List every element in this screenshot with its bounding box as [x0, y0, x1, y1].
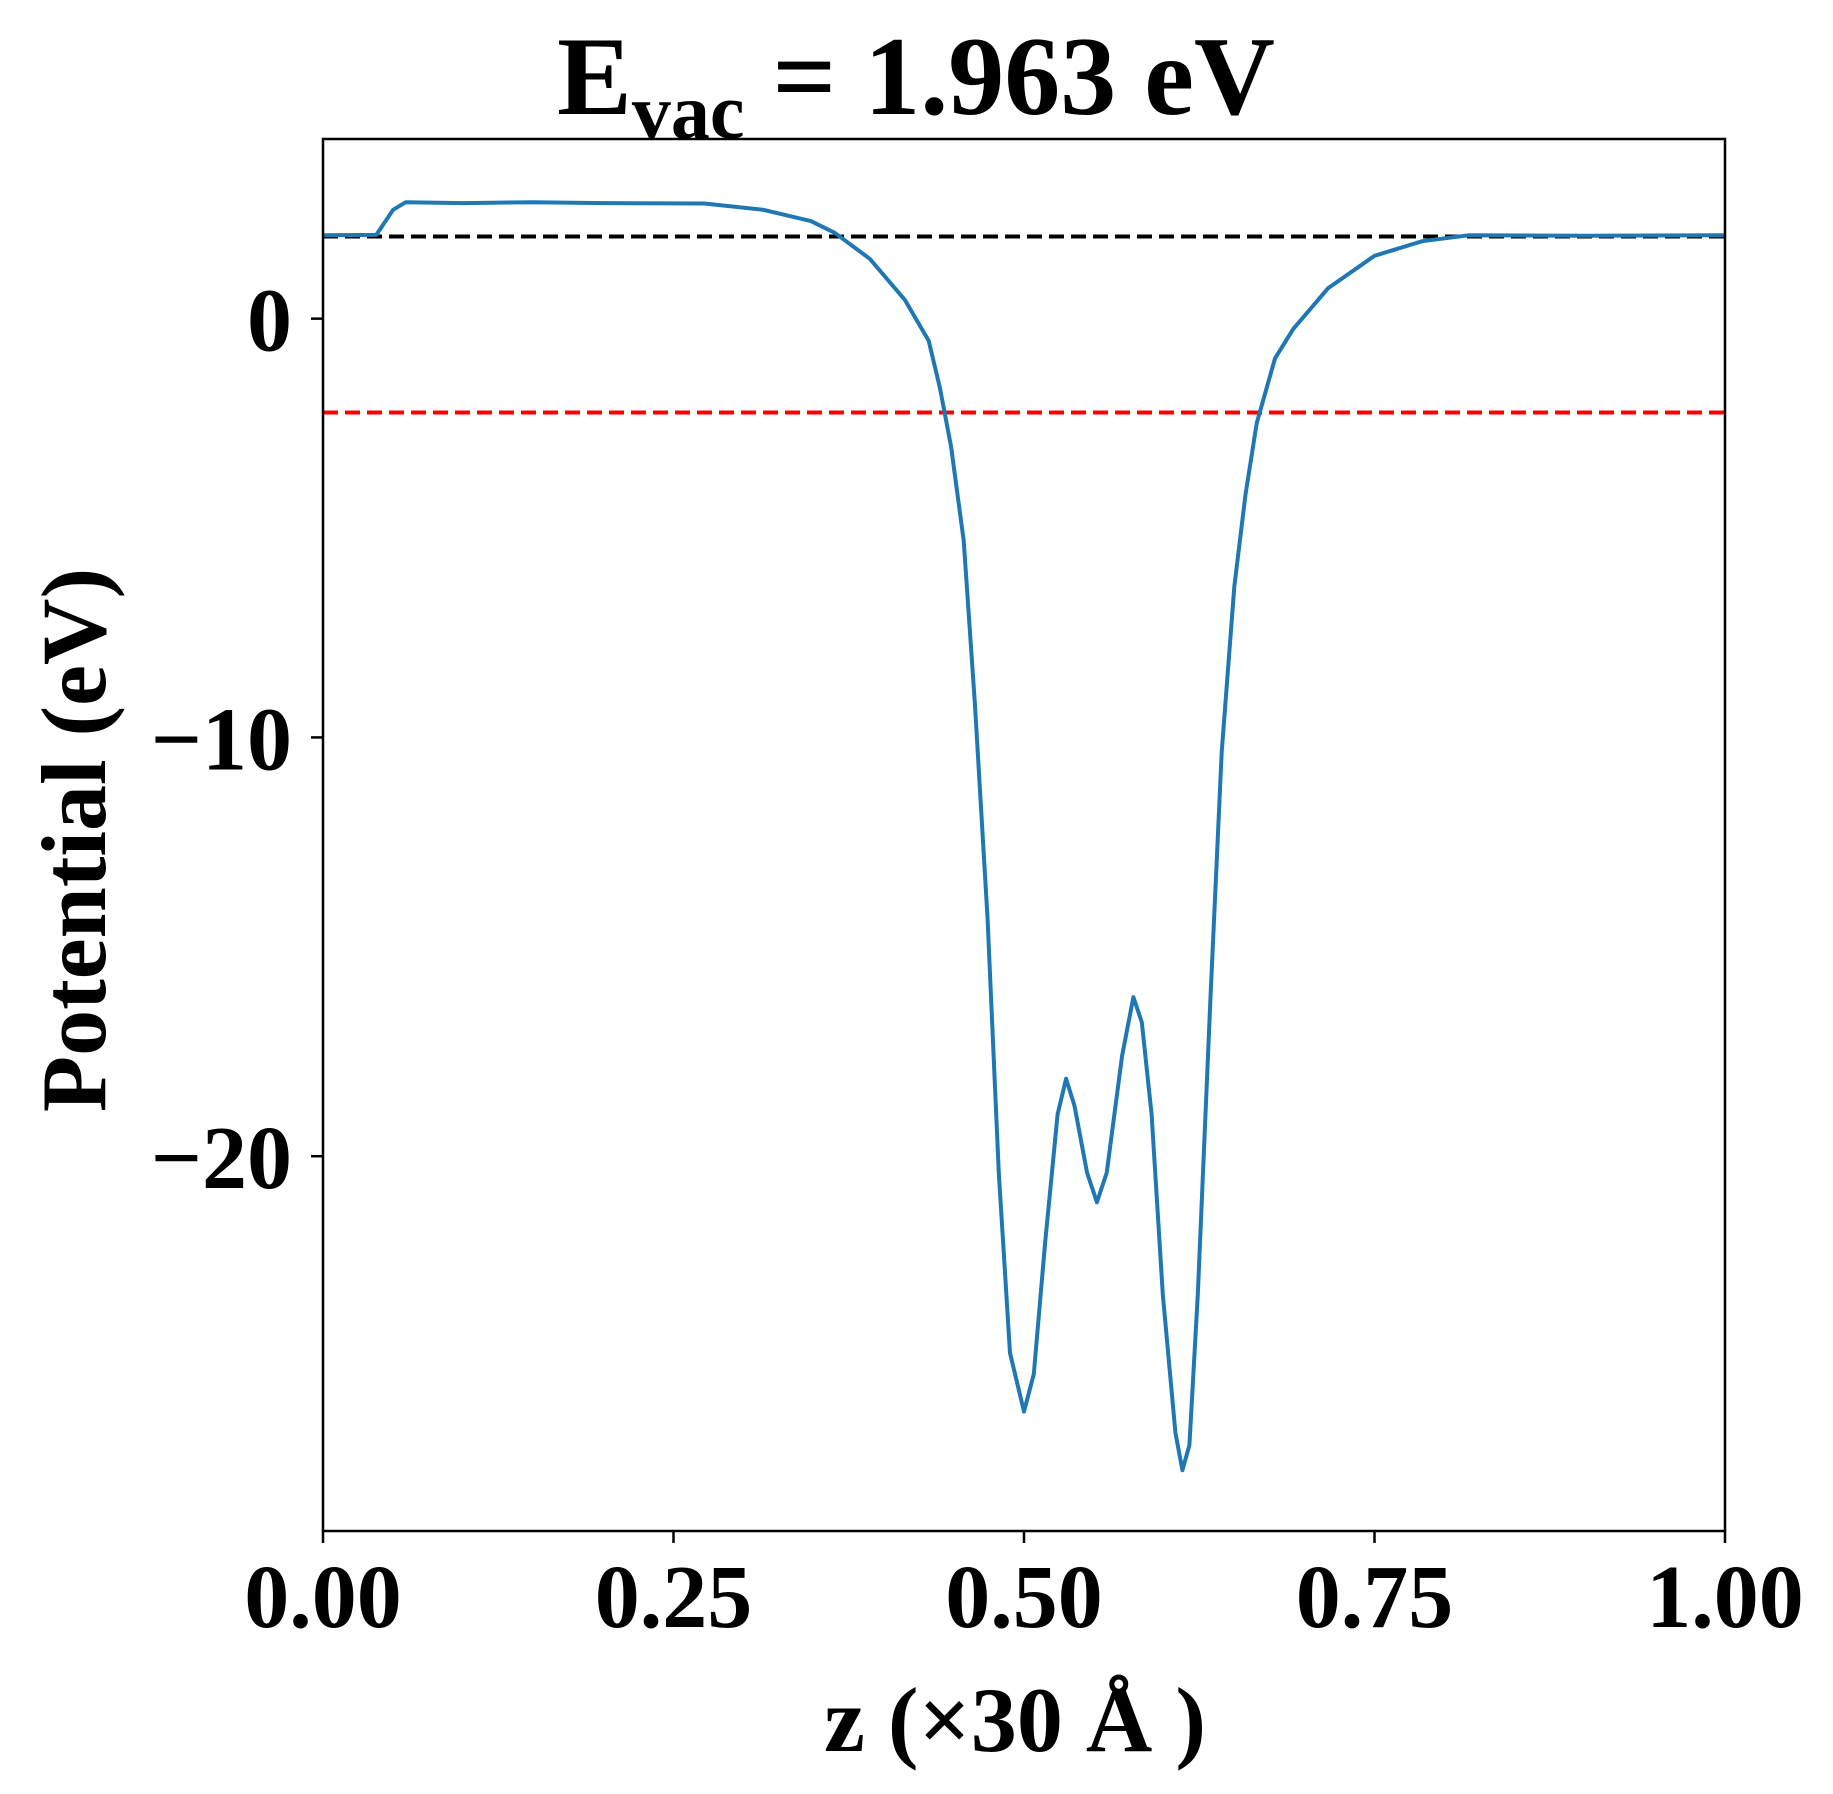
x-axis-label: z (×30 Å ): [824, 1669, 1206, 1771]
y-axis-label: Potential (eV): [23, 568, 125, 1112]
x-tick-label: 1.00: [1646, 1548, 1804, 1647]
axes-frame: [321, 137, 1727, 1533]
plot-area: [322, 200, 1726, 1473]
y-tick-label: −20: [151, 1109, 292, 1208]
x-tick-label: 0.50: [945, 1548, 1103, 1647]
x-tick-label: 0.00: [244, 1548, 402, 1647]
x-tick-label: 0.25: [595, 1548, 753, 1647]
chart-title: Evac = 1.963 eV: [557, 15, 1275, 155]
y-tick-label: 0: [247, 272, 292, 371]
title-subscript: vac: [632, 68, 745, 155]
x-tick-label: 0.75: [1296, 1548, 1454, 1647]
ticks: 0.00 0.25 0.50 0.75 1.00 0 −10 −20: [151, 272, 1804, 1647]
title-rest: = 1.963 eV: [744, 15, 1274, 139]
series-line-potential: [322, 200, 1726, 1473]
y-tick-label: −10: [151, 690, 292, 789]
title-main: E: [557, 15, 632, 139]
